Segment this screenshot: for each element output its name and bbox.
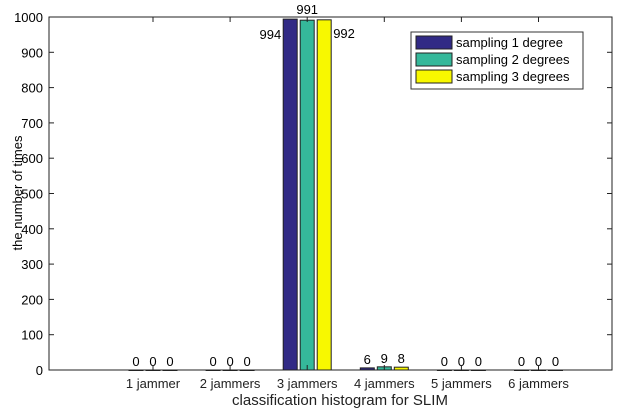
- y-tick-label: 1000: [14, 10, 43, 25]
- data-label: 0: [552, 354, 559, 369]
- y-tick-label: 700: [21, 116, 43, 131]
- data-label: 0: [209, 354, 216, 369]
- y-tick-label: 100: [21, 328, 43, 343]
- y-tick-label: 300: [21, 257, 43, 272]
- bar: [299, 19, 315, 371]
- legend: sampling 1 degree sampling 2 degrees sampl…: [410, 31, 584, 90]
- legend-swatch: [415, 52, 453, 67]
- data-label: 0: [518, 354, 525, 369]
- y-tick-label: 900: [21, 45, 43, 60]
- legend-label: sampling 2 degrees: [456, 52, 570, 67]
- data-label: 0: [226, 354, 233, 369]
- x-tick-label: 6 jammers: [508, 376, 569, 391]
- data-label: 991: [296, 2, 318, 17]
- legend-label: sampling 1 degree: [456, 35, 563, 50]
- y-axis-label: the number of times: [10, 135, 25, 250]
- data-label: 9: [381, 351, 388, 366]
- y-tick-label: 0: [36, 363, 43, 378]
- data-label: 0: [475, 354, 482, 369]
- legend-label: sampling 3 degrees: [456, 69, 570, 84]
- y-tick-label: 400: [21, 222, 43, 237]
- legend-swatch: [415, 35, 453, 50]
- x-tick-label: 5 jammers: [431, 376, 492, 391]
- bar: [316, 19, 332, 371]
- bar: [282, 18, 298, 371]
- data-label: 0: [132, 354, 139, 369]
- data-label: 992: [333, 26, 355, 41]
- x-tick-label: 3 jammers: [277, 376, 338, 391]
- x-tick-label: 1 jammer: [126, 376, 181, 391]
- data-label: 0: [243, 354, 250, 369]
- data-label: 994: [259, 27, 281, 42]
- x-tick-label: 4 jammers: [354, 376, 415, 391]
- y-tick-label: 200: [21, 292, 43, 307]
- x-tick-label: 2 jammers: [200, 376, 261, 391]
- y-tick-label: 500: [21, 187, 43, 202]
- legend-swatch: [415, 69, 453, 84]
- data-label: 0: [458, 354, 465, 369]
- data-label: 0: [535, 354, 542, 369]
- data-label: 0: [166, 354, 173, 369]
- data-label: 0: [441, 354, 448, 369]
- data-label: 6: [364, 352, 371, 367]
- data-label: 8: [398, 351, 405, 366]
- y-tick-label: 800: [21, 81, 43, 96]
- x-axis-label: classification histogram for SLIM: [232, 392, 448, 409]
- y-tick-label: 600: [21, 151, 43, 166]
- data-label: 0: [149, 354, 156, 369]
